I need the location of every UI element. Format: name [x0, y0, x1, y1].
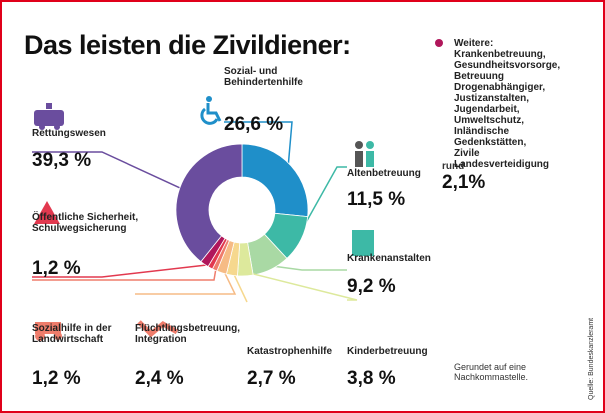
value-label: 3,8 % — [347, 368, 396, 389]
leader-line — [231, 270, 248, 303]
category-label: Sozial- und Behindertenhilfe — [224, 66, 303, 88]
category-label: Katastrophenhilfe — [247, 346, 333, 357]
category-label: Kinderbetreuung — [347, 346, 428, 357]
leader-line — [32, 266, 218, 281]
source: Quelle: Bundeskanzleramt — [588, 317, 595, 400]
value-label: 1,2 % — [32, 368, 81, 389]
value-label: 2,4 % — [135, 368, 184, 389]
category-label: Weitere: Krankenbetreuung, Gesundheitsvo… — [454, 38, 561, 170]
leader-line — [32, 151, 184, 191]
weitere-prefix: rund — [442, 161, 465, 172]
leader-line — [224, 121, 293, 169]
value-label: 9,2 % — [347, 276, 396, 297]
leader-line — [244, 271, 358, 301]
category-label: Krankenanstalten — [347, 253, 431, 264]
value-label: 11,5 % — [347, 189, 406, 210]
slice — [175, 143, 243, 263]
category-label: Sozialhilfe in der Landwirtschaft — [32, 323, 112, 345]
value-label: 2,7 % — [247, 368, 296, 389]
leader-line — [296, 166, 347, 238]
value-label: 26,6 % — [224, 114, 284, 135]
footnote: Gerundet auf eine Nachkommastelle. — [454, 362, 529, 382]
category-label: Altenbetreuung — [347, 168, 421, 179]
leader-line — [32, 263, 213, 278]
leader-line — [135, 268, 237, 295]
donut — [32, 121, 358, 303]
value-label: 1,2 % — [32, 258, 81, 279]
category-label: Rettungswesen — [32, 128, 106, 139]
icons — [34, 39, 443, 341]
category-label: Öffentliche Sicherheit, Schulwegsicherun… — [32, 212, 139, 234]
category-label: Flüchtlingsbetreuung, Integration — [135, 323, 240, 345]
value-label: 39,3 % — [32, 150, 92, 171]
value-label: 2,1% — [442, 172, 486, 193]
slice — [241, 143, 309, 218]
chart-title: Das leisten die Zivildiener: — [24, 30, 351, 60]
leader-line — [269, 264, 347, 271]
